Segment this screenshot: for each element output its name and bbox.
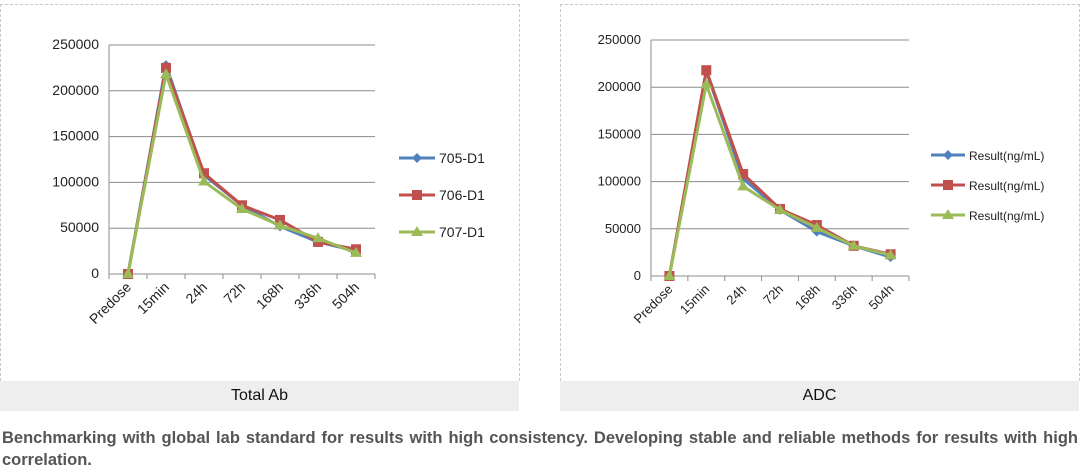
chart-panel-adc: 250000 200000 150000 100000 50000 0 Predose 15m…	[560, 4, 1080, 381]
caption-adc: ADC	[560, 381, 1079, 411]
x-tick-label: 168h	[253, 279, 286, 312]
legend-marker	[412, 153, 422, 163]
adc-series-3-point	[700, 78, 713, 89]
description-text: Benchmarking with global lab standard fo…	[2, 429, 1078, 469]
x-tick-label: 72h	[760, 282, 786, 308]
total-ab-series-3-point	[274, 219, 286, 230]
adc-series-3-point	[884, 249, 897, 260]
legend-marker	[412, 190, 422, 200]
y-tick-label: 250000	[598, 32, 641, 47]
total-ab-series-2-point	[199, 168, 209, 179]
x-tick-label: 15min	[134, 279, 172, 317]
legend-marker	[942, 209, 954, 219]
legend-marker	[943, 150, 953, 160]
adc-series-2-point	[701, 65, 712, 76]
total-ab-series-3-point	[122, 268, 134, 278]
x-tick-label: 336h	[829, 282, 860, 313]
caption-total-ab: Total Ab	[0, 381, 519, 411]
y-tick-label: 250000	[52, 36, 99, 52]
x-tick-label: 168h	[792, 282, 823, 313]
total-ab-series-3-point	[160, 68, 172, 79]
legend-label: 706-D1	[439, 187, 485, 203]
x-tick-label: 336h	[291, 279, 324, 312]
legend-label: Result(ng/mL)	[969, 149, 1044, 163]
y-tick-label: 100000	[598, 174, 641, 189]
legend-marker	[411, 226, 423, 236]
legend-marker	[943, 180, 953, 190]
legend-label: 705-D1	[439, 150, 485, 166]
legend-label: Result(ng/mL)	[969, 179, 1044, 193]
x-tick-label: 24h	[182, 279, 210, 307]
chart-panel-total-ab: 250000 200000 150000 100000 50000 0 Predose 15m…	[0, 4, 520, 381]
y-tick-label: 200000	[52, 82, 99, 98]
adc-series-3-point	[737, 180, 750, 191]
adc-series-3-point	[847, 239, 860, 250]
adc-series-3-point	[774, 203, 786, 214]
adc-series-3-point	[810, 221, 823, 232]
x-tick-label: 72h	[220, 279, 248, 307]
x-tick-label: Predose	[86, 279, 134, 327]
total-ab-series-2-point	[161, 62, 171, 73]
x-tick-label: 504h	[866, 282, 897, 313]
legend-label: 707-D1	[439, 224, 485, 240]
x-tick-label: 504h	[329, 279, 362, 312]
y-tick-label: 0	[634, 268, 641, 283]
x-tick-label: 15min	[677, 282, 713, 318]
adc-series-2-point	[738, 169, 749, 180]
y-tick-label: 50000	[605, 221, 641, 236]
adc-series-3-point	[663, 270, 676, 280]
total-ab-series-3-point	[312, 232, 324, 243]
y-tick-label: 150000	[598, 126, 641, 141]
total-ab-series-3-point	[198, 175, 210, 186]
y-tick-label: 0	[91, 265, 99, 281]
y-tick-label: 100000	[52, 173, 99, 189]
y-tick-label: 200000	[598, 79, 641, 94]
x-tick-label: 24h	[723, 282, 749, 308]
legend-label: Result(ng/mL)	[969, 209, 1044, 223]
y-tick-label: 50000	[60, 219, 99, 235]
total-ab-series-3-point	[236, 202, 248, 213]
x-tick-label: Predose	[631, 282, 676, 327]
y-tick-label: 150000	[52, 128, 99, 144]
total-ab-series-3-point	[350, 246, 362, 257]
